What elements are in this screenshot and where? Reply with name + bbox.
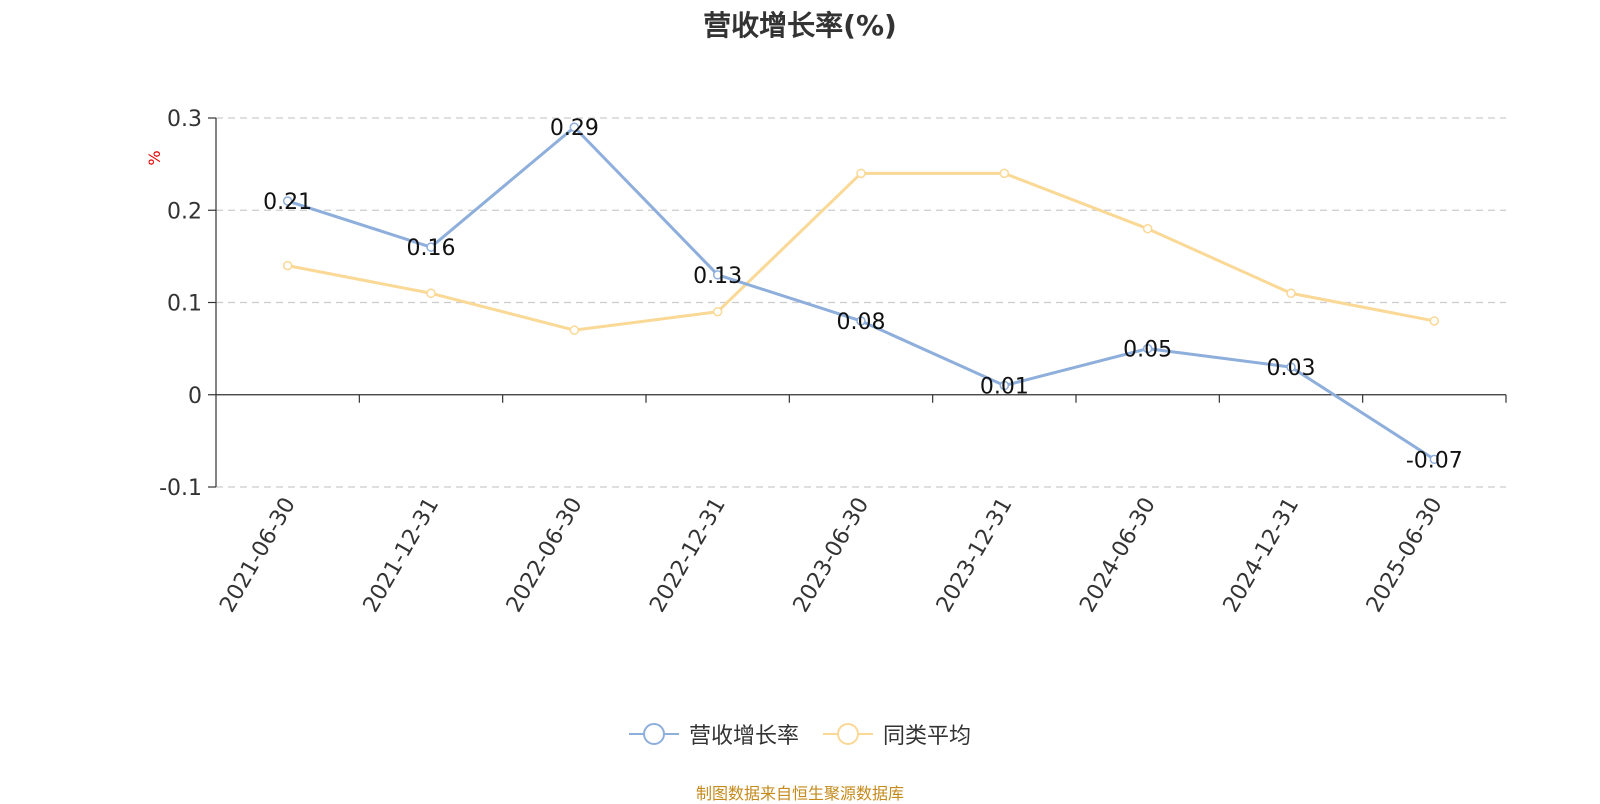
data-label: 0.13 xyxy=(693,264,742,289)
y-tick-label: 0.3 xyxy=(167,107,202,132)
x-tick-label: 2022-06-30 xyxy=(502,494,588,617)
data-point xyxy=(1429,454,1440,465)
data-point xyxy=(1286,362,1296,372)
chart-title: 营收增长率(%) xyxy=(703,9,897,42)
y-tick-label: 0 xyxy=(188,384,202,409)
x-tick-label: 2022-12-31 xyxy=(645,494,731,617)
x-tick-label: 2021-06-30 xyxy=(215,494,301,617)
y-axis-unit-label: % xyxy=(145,150,164,165)
data-point xyxy=(712,306,723,317)
data-label: 0.16 xyxy=(407,236,456,261)
legend-line-circle-icon xyxy=(628,723,679,745)
legend-line-circle-icon xyxy=(823,723,873,745)
series-lines xyxy=(282,122,1440,465)
legend: 营收增长率 同类平均 xyxy=(0,718,1600,750)
data-label: -0.07 xyxy=(1406,448,1463,473)
data-point xyxy=(856,168,866,179)
data-label: 0.08 xyxy=(837,310,886,335)
data-point xyxy=(1286,288,1296,299)
data-point xyxy=(282,260,293,271)
data-point xyxy=(1142,343,1153,354)
data-point xyxy=(282,196,293,206)
legend-item-series-2[interactable]: 同类平均 xyxy=(823,718,971,750)
legend-label-series-2: 同类平均 xyxy=(883,724,972,749)
data-point xyxy=(856,316,866,326)
x-tick-label: 2024-12-31 xyxy=(1219,494,1305,617)
data-point xyxy=(712,270,723,280)
data-point xyxy=(426,242,436,252)
x-tick-label: 2021-12-31 xyxy=(359,494,445,617)
x-tick-label: 2023-06-30 xyxy=(789,494,875,617)
legend-item-series-1[interactable]: 营收增长率 xyxy=(628,718,799,750)
data-label: 0.03 xyxy=(1267,356,1316,381)
y-tick-label: -0.1 xyxy=(159,476,202,501)
x-tick-label: 2024-06-30 xyxy=(1075,494,1161,617)
data-label: 0.01 xyxy=(980,375,1029,400)
data-label: 0.29 xyxy=(550,116,599,141)
data-point xyxy=(999,380,1010,391)
x-tick-label: 2025-06-30 xyxy=(1362,494,1448,617)
data-point xyxy=(999,168,1010,179)
data-point xyxy=(1142,223,1153,234)
data-label: 0.05 xyxy=(1123,338,1172,363)
data-point xyxy=(426,288,436,299)
x-tick-label: 2023-12-31 xyxy=(932,493,1018,616)
series-line-2 xyxy=(287,171,1435,332)
y-tick-label: 0.2 xyxy=(167,199,202,224)
legend-label-series-1: 营收增长率 xyxy=(688,724,799,749)
grid-lines xyxy=(216,117,1506,488)
data-labels: 0.21 0.16 0.29 0.13 0.08 0.01 0.05 0.03 -0.07 xyxy=(263,116,1463,473)
source-note: 制图数据来自恒生聚源数据库 xyxy=(695,784,904,803)
y-tick-label: 0.1 xyxy=(167,292,202,317)
data-point xyxy=(569,325,580,335)
data-point xyxy=(569,122,580,132)
data-point xyxy=(1429,316,1440,326)
data-label: 0.21 xyxy=(263,190,312,215)
